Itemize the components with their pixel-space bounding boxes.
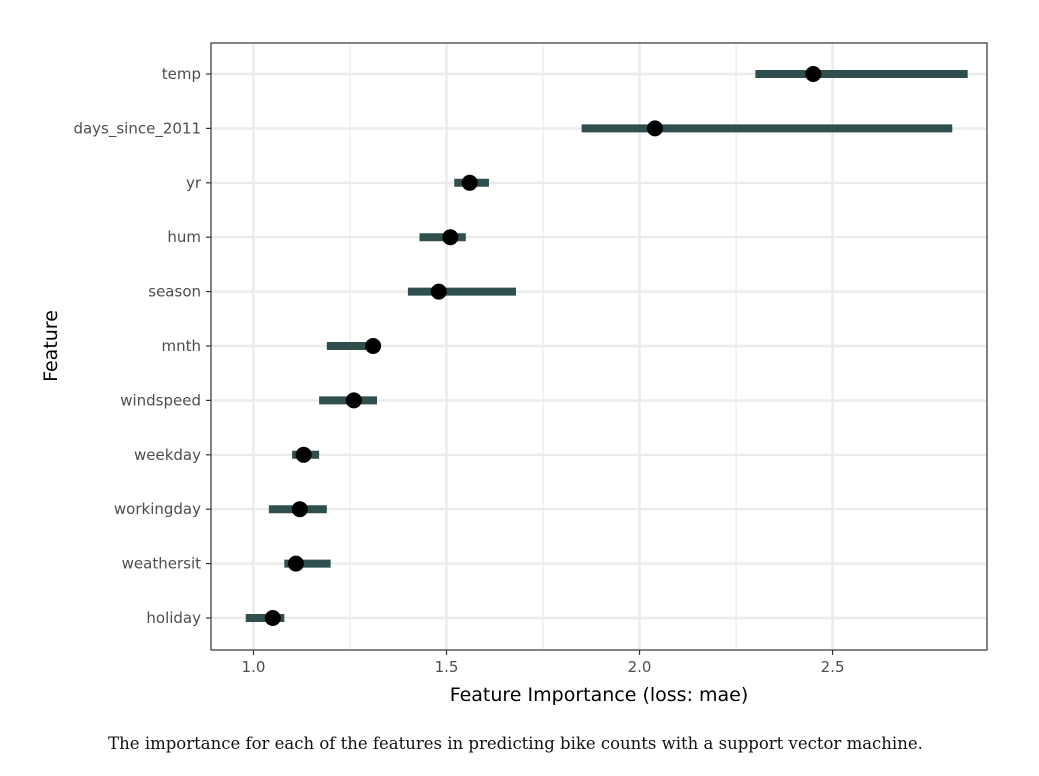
y-tick-label: season <box>148 283 201 301</box>
y-tick-label: hum <box>167 228 201 246</box>
y-tick-label: yr <box>186 174 202 192</box>
y-tick-label: weekday <box>134 446 201 464</box>
x-axis-ticks: 1.0 1.5 2.0 2.5 <box>242 650 845 676</box>
importance-points <box>264 66 822 626</box>
y-axis-title: Feature <box>40 310 62 382</box>
y-tick-label: temp <box>162 65 201 83</box>
importance-point-season <box>430 283 447 300</box>
y-tick-label: mnth <box>161 337 201 355</box>
y-tick-label: days_since_2011 <box>73 119 201 138</box>
importance-point-hum <box>442 229 459 246</box>
importance-point-temp <box>805 66 822 82</box>
importance-point-weathersit <box>287 555 304 572</box>
importance-point-days_since_2011 <box>646 120 663 137</box>
importance-point-weekday <box>295 446 312 463</box>
x-tick-label: 1.0 <box>242 658 266 676</box>
x-tick-label: 2.5 <box>821 658 845 676</box>
x-tick-label: 2.0 <box>628 658 652 676</box>
grid-lines <box>211 43 987 650</box>
y-tick-label: holiday <box>146 609 201 627</box>
x-axis-title: Feature Importance (loss: mae) <box>450 684 749 706</box>
y-tick-label: workingday <box>114 500 201 518</box>
y-tick-label: windspeed <box>120 391 201 409</box>
importance-point-windspeed <box>345 392 362 409</box>
importance-point-holiday <box>264 610 281 626</box>
importance-point-workingday <box>291 501 308 518</box>
figure-caption: The importance for each of the features … <box>108 734 923 753</box>
y-tick-label: weathersit <box>122 555 201 573</box>
importance-point-yr <box>461 174 478 191</box>
importance-point-mnth <box>365 338 382 354</box>
x-tick-label: 1.5 <box>435 658 459 676</box>
